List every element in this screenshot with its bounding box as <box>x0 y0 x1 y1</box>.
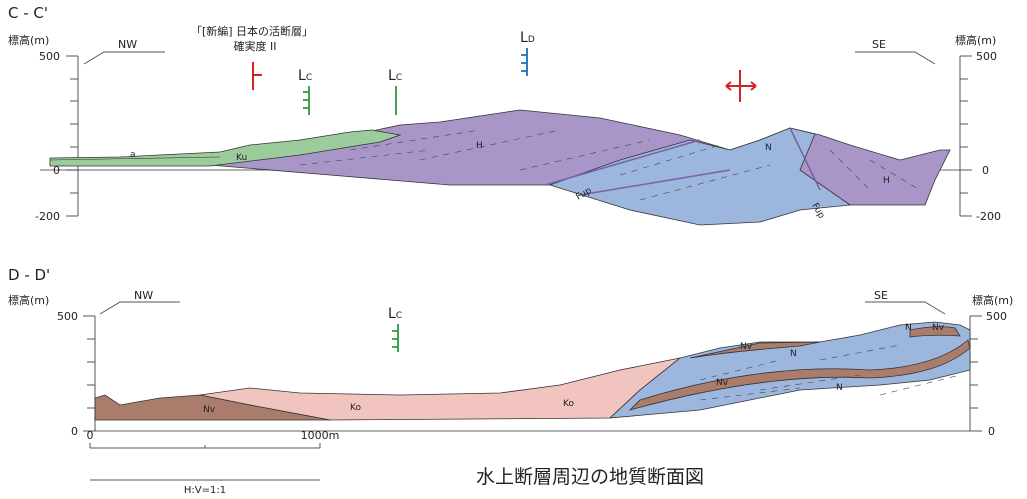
scale-ratio: H:V=1:1 <box>184 485 226 496</box>
left-axis <box>66 55 79 217</box>
unit-nv <box>628 339 971 411</box>
elevation-unit: 標高(m) <box>8 33 49 47</box>
lineament-symbol <box>521 48 528 76</box>
elevation-unit: 標高(m) <box>955 33 996 47</box>
unit-label: N <box>905 323 912 333</box>
unit-label: Ko <box>563 399 574 409</box>
axis-label: -200 <box>35 210 60 223</box>
unit-nv <box>689 326 961 359</box>
axis-label: 500 <box>976 50 997 63</box>
unit-label: H <box>883 176 890 186</box>
scale-line <box>89 443 321 481</box>
lineament-symbol <box>303 86 310 115</box>
axis-label: 0 <box>71 425 78 438</box>
unit-label: a <box>130 150 136 160</box>
left-axis <box>83 315 96 432</box>
axis-label: 500 <box>57 310 78 323</box>
unit-label: N <box>765 143 772 153</box>
elevation-unit: 標高(m) <box>972 293 1013 307</box>
fault-symbol <box>252 62 262 90</box>
right-axis <box>959 55 972 217</box>
unit-label: Nv <box>932 323 945 333</box>
unit-label: Ko <box>350 403 361 413</box>
scale-label: 1000m <box>301 429 340 442</box>
lineament-label: LD <box>520 30 535 46</box>
axis-label: 0 <box>53 164 60 177</box>
figure-title: 水上断層周辺の地質断面図 <box>476 466 704 488</box>
section-title: C - C' <box>8 4 48 22</box>
unit-label: H <box>476 141 483 151</box>
unit-nv <box>94 394 331 421</box>
bedding <box>299 129 921 201</box>
axis-label: -200 <box>976 210 1001 223</box>
unit-label: N <box>836 383 843 393</box>
anticline-symbol <box>725 70 757 102</box>
axis-label: 500 <box>39 50 60 63</box>
source-note: 「[新編] 日本の活断層」 <box>191 24 313 38</box>
section-title: D - D' <box>8 266 50 284</box>
axis-label: 0 <box>988 425 995 438</box>
axis-label: 0 <box>982 164 989 177</box>
unit-label: Nv <box>740 342 753 352</box>
scale-label: 0 <box>87 429 94 442</box>
lineament-symbol <box>392 324 399 352</box>
direction-label: SE <box>874 289 888 302</box>
source-note: 確実度 II <box>234 39 277 53</box>
right-axis <box>969 315 982 432</box>
bedding <box>699 344 961 401</box>
axis-label: 500 <box>986 310 1007 323</box>
direction-label: NW <box>134 289 153 302</box>
lineament-label: LC <box>298 68 312 84</box>
layer-line <box>49 156 221 161</box>
unit-label: N <box>790 349 797 359</box>
lineament-label: LC <box>388 306 402 322</box>
unit-ku <box>49 129 402 167</box>
scale-bar: 0 1000m H:V=1:1 <box>87 429 340 496</box>
direction-label: NW <box>118 38 137 51</box>
lineament-label: LC <box>388 68 402 84</box>
section-c: C - C' 標高(m) 標高(m) 500 0 -200 500 0 -200… <box>8 4 1001 226</box>
unit-label: Ku <box>236 153 247 163</box>
direction-bracket <box>865 301 946 315</box>
elevation-unit: 標高(m) <box>8 293 49 307</box>
section-d: D - D' 標高(m) 標高(m) 500 0 500 0 NW SE Nv … <box>8 266 1013 438</box>
direction-bracket <box>99 301 180 315</box>
direction-label: SE <box>872 38 886 51</box>
unit-label: Nv <box>716 378 729 388</box>
unit-label: Nv <box>203 405 216 415</box>
direction-bracket <box>855 51 936 65</box>
fault-line <box>544 127 821 196</box>
direction-bracket <box>83 51 165 65</box>
